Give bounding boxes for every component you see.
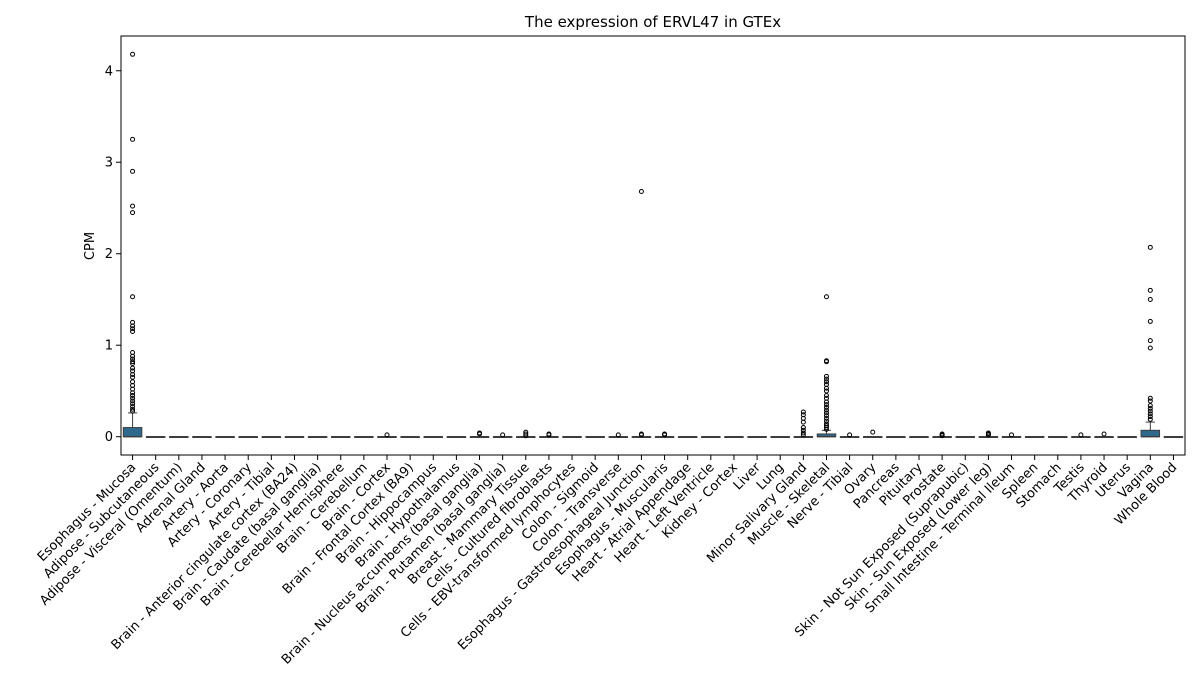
y-axis-label: CPM [83,232,98,260]
outlier-point [800,425,806,431]
outlier-point [1147,395,1153,401]
outlier-point [870,429,876,435]
outlier-point [823,388,829,394]
outlier-point [130,326,136,332]
outlier-point [1101,431,1107,437]
outlier-point [130,359,136,365]
outlier-point [1147,345,1153,351]
outlier-point [1078,432,1084,438]
outlier-point [1147,411,1153,417]
outlier-point [823,410,829,416]
outlier-point [130,168,136,174]
outlier-point [130,210,136,216]
outlier-point [130,404,136,410]
outlier-point [130,408,136,414]
outlier-point [823,376,829,382]
outlier-point [1147,287,1153,293]
box [122,427,143,438]
outlier-point [130,353,136,359]
outlier-point [130,395,136,401]
outlier-point [477,431,483,437]
outlier-point [546,432,552,438]
outlier-point [823,426,829,432]
outlier-point [523,433,529,439]
outlier-point [1147,403,1153,409]
outlier-point [130,356,136,362]
outlier-point [130,406,136,412]
outlier-point [130,51,136,57]
outlier-point [800,427,806,433]
plot-frame [120,35,1186,456]
outlier-point [638,432,644,438]
outlier-point [1147,398,1153,404]
outlier-point [1147,414,1153,420]
outlier-point [384,432,390,438]
y-tick-label: 2 [105,247,113,262]
outlier-point [130,393,136,399]
outlier-point [800,409,806,415]
y-tick-label: 1 [105,339,113,354]
outlier-point [523,431,529,437]
outlier-point [1147,405,1153,411]
outlier-point [130,323,136,329]
outlier-point [130,203,136,209]
outlier-point [823,294,829,300]
outlier-point [847,432,853,438]
outlier-point [823,425,829,431]
outlier-point [823,415,829,421]
outlier-point [615,432,621,438]
outlier-point [1147,416,1153,422]
outlier-point [823,399,829,405]
outlier-point [130,390,136,396]
outlier-point [800,430,806,436]
outlier-point [823,418,829,424]
box [1140,429,1161,438]
outlier-point [939,433,945,439]
outlier-point [823,402,829,408]
outlier-point [1147,296,1153,302]
outlier-point [823,379,829,385]
outlier-point [823,373,829,379]
outlier-point [130,374,136,380]
outlier-point [130,328,136,334]
y-tick-label: 0 [105,430,113,445]
outlier-point [638,189,644,195]
outlier-point [823,359,829,365]
outlier-point [662,432,668,438]
outlier-point [1147,338,1153,344]
y-tick-label: 3 [105,156,113,171]
chart-title: The expression of ERVL47 in GTEx [524,13,781,31]
outlier-point [823,385,829,391]
outlier-point [1009,432,1015,438]
outlier-point [130,365,136,371]
outlier-point [130,294,136,300]
outlier-point [1147,408,1153,414]
outlier-point [823,413,829,419]
outlier-point [800,419,806,425]
outlier-point [823,404,829,410]
outlier-point [823,407,829,413]
outlier-point [130,398,136,404]
outlier-point [130,136,136,142]
y-tick-label: 4 [105,64,113,79]
outlier-point [500,432,506,438]
outlier-point [130,361,136,367]
outlier-point [1147,244,1153,250]
outlier-point [1147,318,1153,324]
outlier-point [823,393,829,399]
outlier-point [800,432,806,438]
outlier-point [130,371,136,377]
outlier-point [130,401,136,407]
outlier-point [985,432,991,438]
